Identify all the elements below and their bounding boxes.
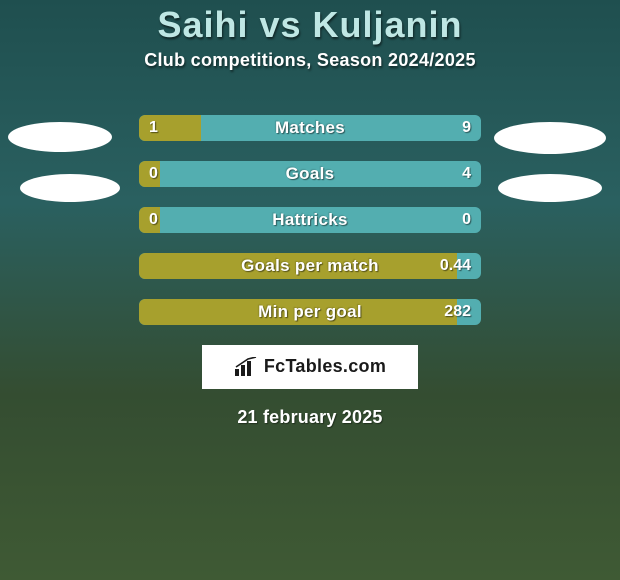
bars-icon xyxy=(234,357,258,377)
stat-value-right: 282 xyxy=(444,299,471,325)
brand-text: FcTables.com xyxy=(264,356,386,377)
brand-logo: FcTables.com xyxy=(234,356,386,377)
stat-value-right: 0.44 xyxy=(440,253,471,279)
player-left-oval-1 xyxy=(8,122,112,152)
subtitle: Club competitions, Season 2024/2025 xyxy=(0,50,620,71)
player-right-oval-1 xyxy=(494,122,606,154)
page-title: Saihi vs Kuljanin xyxy=(0,0,620,44)
date-text: 21 february 2025 xyxy=(0,407,620,428)
player-ovals-group xyxy=(0,122,620,212)
stat-row: Min per goal282 xyxy=(139,299,481,325)
player-left-oval-2 xyxy=(20,174,120,202)
content-wrapper: Saihi vs Kuljanin Club competitions, Sea… xyxy=(0,0,620,428)
stat-row: Goals per match0.44 xyxy=(139,253,481,279)
stat-label: Goals per match xyxy=(139,253,481,279)
player-right-oval-2 xyxy=(498,174,602,202)
stat-label: Min per goal xyxy=(139,299,481,325)
brand-logo-box[interactable]: FcTables.com xyxy=(202,345,418,389)
